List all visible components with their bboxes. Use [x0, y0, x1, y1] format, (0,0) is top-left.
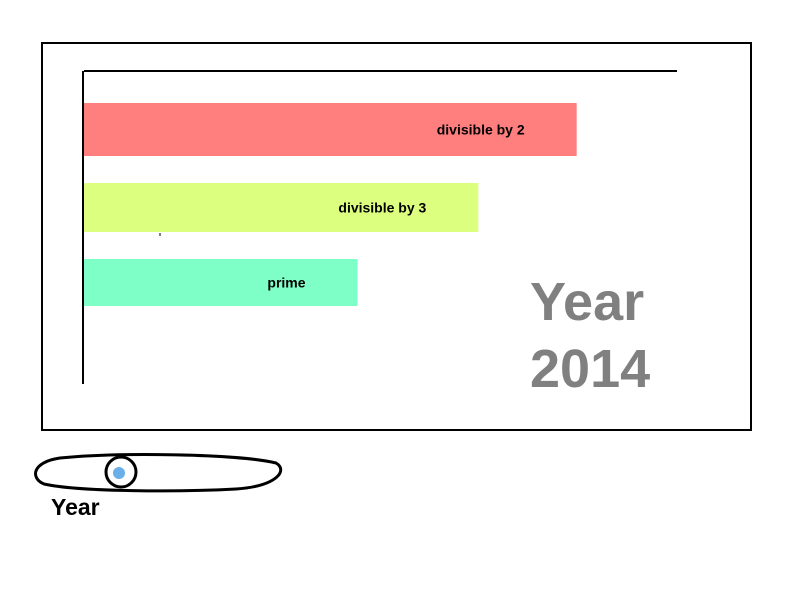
- bar-label-divisible-by-3: divisible by 3: [338, 200, 426, 216]
- bar-prime: [84, 259, 358, 306]
- bar-label-divisible-by-2: divisible by 2: [437, 122, 525, 138]
- slider-track[interactable]: [34, 453, 283, 493]
- slider-handle-ring[interactable]: [104, 455, 138, 489]
- bar-divisible-by-2: [84, 103, 577, 156]
- chart-frame: [41, 42, 752, 431]
- year-watermark-value: 2014: [530, 339, 650, 399]
- slider-handle[interactable]: [104, 455, 138, 489]
- bars-group: divisible by 2 divisible by 3 prime: [84, 103, 577, 306]
- bar-divisible-by-3: [84, 183, 479, 232]
- year-slider[interactable]: [34, 453, 283, 493]
- slider-label: Year: [51, 494, 100, 520]
- slider-handle-knob[interactable]: [113, 467, 125, 479]
- bar-label-prime: prime: [267, 275, 305, 291]
- year-watermark-prefix: Year: [530, 272, 644, 332]
